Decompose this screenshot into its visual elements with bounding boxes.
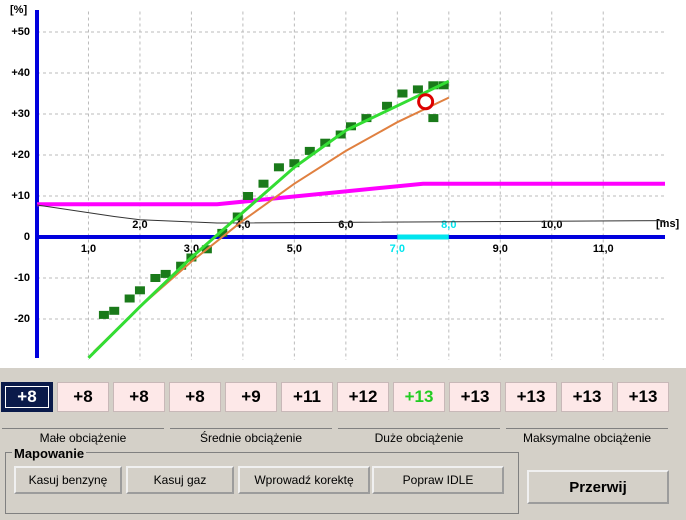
- load-group-label: Małe obciążenie: [2, 428, 164, 445]
- correction-cell[interactable]: +13: [617, 382, 669, 412]
- correction-cell[interactable]: +11: [281, 382, 333, 412]
- correction-cell[interactable]: +8: [57, 382, 109, 412]
- y-tick-label: 0: [24, 231, 30, 243]
- action-button[interactable]: Kasuj gaz: [126, 466, 234, 494]
- load-group-label: Duże obciążenie: [338, 428, 500, 445]
- correction-cell[interactable]: +8: [169, 382, 221, 412]
- sample-point: [134, 286, 145, 295]
- correction-cell[interactable]: +13: [449, 382, 501, 412]
- x-tick-label: 6,0: [338, 219, 353, 231]
- panel-title: Mapowanie: [12, 446, 87, 461]
- y-unit: [%]: [10, 4, 27, 16]
- correction-cell[interactable]: +8: [1, 382, 53, 412]
- x-tick-label: 10,0: [541, 219, 562, 231]
- sample-point: [397, 89, 408, 98]
- sample-point: [124, 294, 135, 303]
- x-unit: [ms]: [656, 218, 680, 230]
- x-tick-label: 7,0: [390, 243, 405, 255]
- sample-point: [273, 163, 284, 172]
- load-group-label: Maksymalne obciążenie: [506, 428, 668, 445]
- sample-point: [243, 192, 254, 200]
- y-tick-label: -10: [14, 272, 30, 284]
- x-tick-label: 3,0: [184, 243, 199, 255]
- sample-point: [320, 138, 331, 147]
- x-tick-label: 11,0: [593, 243, 614, 255]
- y-tick-label: +30: [11, 108, 30, 120]
- correction-cell[interactable]: +13: [393, 382, 445, 412]
- sample-point: [361, 114, 372, 123]
- sample-point: [428, 81, 439, 90]
- panel-box: [5, 452, 519, 514]
- curve: [87, 79, 450, 360]
- stop-button[interactable]: Przerwij: [527, 470, 669, 504]
- correction-cell[interactable]: +9: [225, 382, 277, 412]
- sample-point: [109, 306, 120, 315]
- sample-point: [382, 101, 393, 110]
- sample-point: [150, 274, 161, 282]
- sample-point: [217, 228, 228, 237]
- load-group-label: Średnie obciążenie: [170, 428, 332, 445]
- sample-point: [258, 179, 269, 188]
- correction-cell[interactable]: +12: [337, 382, 389, 412]
- x-tick-label: 4,0: [235, 219, 250, 231]
- action-button[interactable]: Wprowadź korektę: [238, 466, 370, 494]
- sample-point: [428, 114, 439, 123]
- correction-cell[interactable]: +8: [113, 382, 165, 412]
- y-tick-label: +20: [11, 149, 30, 161]
- sample-point: [98, 310, 109, 319]
- correction-cell[interactable]: +13: [561, 382, 613, 412]
- y-tick-label: +50: [11, 26, 30, 38]
- action-button[interactable]: Popraw IDLE: [372, 466, 504, 494]
- x-tick-label: 8,0: [441, 219, 456, 231]
- x-tick-label: 2,0: [132, 219, 147, 231]
- sample-point: [289, 159, 300, 168]
- sample-point: [304, 146, 315, 155]
- y-tick-label: +10: [11, 190, 30, 202]
- action-button[interactable]: Kasuj benzynę: [14, 466, 122, 494]
- x-tick-label: 1,0: [81, 243, 96, 255]
- curve: [37, 181, 665, 207]
- x-tick-label: 9,0: [493, 243, 508, 255]
- x-tick-label: 5,0: [287, 243, 302, 255]
- y-tick-label: -20: [14, 313, 30, 325]
- correction-cell[interactable]: +13: [505, 382, 557, 412]
- y-tick-label: +40: [11, 67, 30, 79]
- current-point: [417, 93, 435, 111]
- chart: [%] [ms] +50 +40 +30 +20 +10 0 -10 -20 1,0 3,0 5,0…: [0, 0, 686, 368]
- curve: [36, 204, 666, 224]
- sample-point: [412, 85, 423, 94]
- sample-point: [160, 269, 171, 278]
